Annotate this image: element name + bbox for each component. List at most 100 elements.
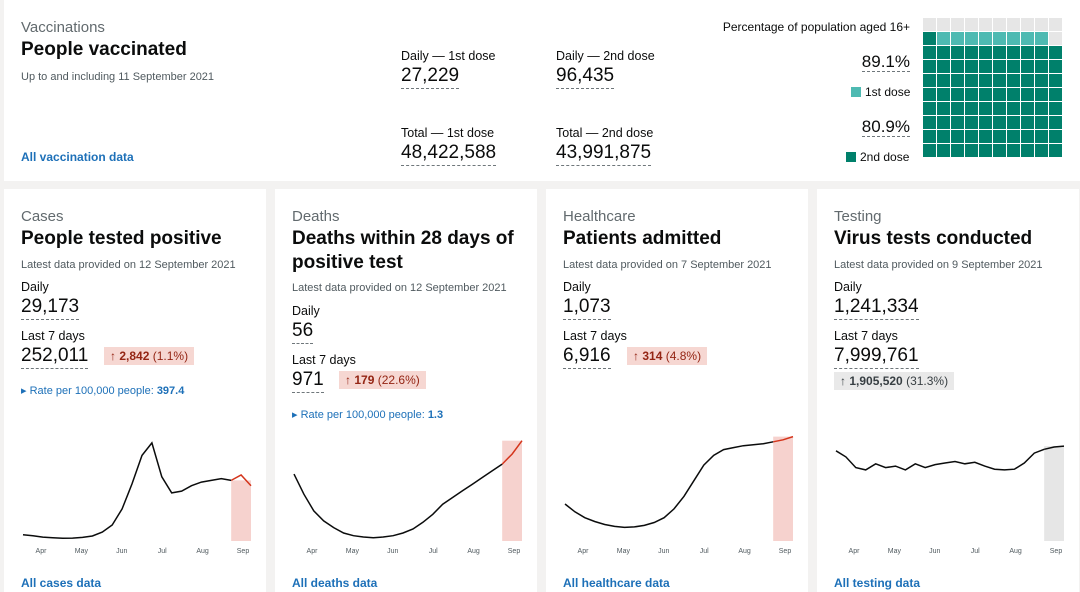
cases-change-pct: (1.1%) bbox=[152, 349, 189, 363]
month-tick-label: May bbox=[617, 548, 631, 555]
waffle-cell-second bbox=[1007, 116, 1020, 129]
waffle-cell-second bbox=[979, 116, 992, 129]
legend-second-dose-label: 2nd dose bbox=[860, 150, 910, 164]
healthcare-week-value[interactable]: 6,916 bbox=[563, 345, 611, 369]
total-second-dose-value[interactable]: 43,991,875 bbox=[556, 142, 652, 166]
waffle-cell-second bbox=[1035, 60, 1048, 73]
waffle-cell-second bbox=[1049, 60, 1062, 73]
recent-period-bar bbox=[231, 480, 251, 541]
waffle-cell-second bbox=[1007, 144, 1020, 157]
all-testing-data-link[interactable]: All testing data bbox=[834, 576, 921, 590]
testing-change-badge: ↑ 1,905,520 (31.3%) bbox=[834, 372, 955, 390]
cases-week-value[interactable]: 252,011 bbox=[21, 345, 89, 369]
deaths-caption: Deaths bbox=[292, 208, 340, 225]
waffle-cell-empty bbox=[965, 18, 978, 31]
recent-series-line bbox=[773, 435, 794, 443]
arrow-up-icon: ↑ bbox=[345, 373, 351, 387]
deaths-chart: Apr May Jun Jul Aug Sep bbox=[293, 440, 523, 555]
waffle-cell-second bbox=[979, 74, 992, 87]
deaths-date: Latest data provided on 12 September 202… bbox=[292, 282, 507, 294]
waffle-cell-second bbox=[979, 144, 992, 157]
cases-title: People tested positive bbox=[21, 228, 222, 249]
testing-date: Latest data provided on 9 September 2021 bbox=[834, 259, 1043, 271]
testing-week-value[interactable]: 7,999,761 bbox=[834, 345, 919, 369]
month-tick-label: Jul bbox=[700, 548, 709, 555]
percentage-second-dose[interactable]: 80.9% bbox=[844, 117, 910, 137]
testing-daily-label: Daily bbox=[834, 280, 862, 294]
month-tick-label: Sep bbox=[1050, 548, 1063, 555]
deaths-week-value[interactable]: 971 bbox=[292, 369, 324, 393]
healthcare-change-badge: ↑ 314 (4.8%) bbox=[627, 347, 708, 365]
all-vaccination-data-link[interactable]: All vaccination data bbox=[21, 150, 134, 164]
testing-change-value: 1,905,520 bbox=[849, 374, 903, 388]
waffle-cell-empty bbox=[937, 18, 950, 31]
waffle-cell-second bbox=[979, 88, 992, 101]
series-line bbox=[293, 463, 503, 539]
deaths-change-pct: (22.6%) bbox=[377, 373, 420, 387]
series-line bbox=[835, 448, 1045, 471]
waffle-cell-empty bbox=[979, 18, 992, 31]
arrow-up-icon: ↑ bbox=[110, 349, 116, 363]
waffle-cell-second bbox=[965, 102, 978, 115]
waffle-cell-second bbox=[923, 60, 936, 73]
month-tick-label: Jul bbox=[158, 548, 167, 555]
waffle-cell-second bbox=[993, 88, 1006, 101]
month-tick-label: Jun bbox=[387, 548, 398, 555]
legend-first-dose-label: 1st dose bbox=[865, 85, 911, 99]
daily-first-dose-label: Daily — 1st dose bbox=[401, 49, 496, 63]
healthcare-daily-value[interactable]: 1,073 bbox=[563, 296, 611, 320]
waffle-cell-second bbox=[1021, 46, 1034, 59]
daily-first-dose-value[interactable]: 27,229 bbox=[401, 65, 460, 89]
legend-first-dose: 1st dose bbox=[851, 85, 910, 99]
waffle-cell-second bbox=[951, 130, 964, 143]
healthcare-title: Patients admitted bbox=[563, 228, 722, 249]
waffle-cell-second bbox=[937, 60, 950, 73]
waffle-cell-second bbox=[1007, 46, 1020, 59]
daily-second-dose-value[interactable]: 96,435 bbox=[556, 65, 615, 89]
testing-week-label: Last 7 days bbox=[834, 329, 898, 343]
waffle-cell-second bbox=[979, 60, 992, 73]
recent-period-bar bbox=[1044, 446, 1064, 541]
vaccination-waffle-chart bbox=[923, 18, 1065, 160]
waffle-cell-second bbox=[965, 46, 978, 59]
waffle-cell-second bbox=[993, 102, 1006, 115]
legend-second-dose: 2nd dose bbox=[846, 150, 909, 164]
total-second-dose: Total — 2nd dose 43,991,875 bbox=[556, 126, 653, 166]
all-cases-data-link[interactable]: All cases data bbox=[21, 576, 102, 590]
waffle-cell-first bbox=[965, 32, 978, 45]
waffle-cell-second bbox=[993, 144, 1006, 157]
all-healthcare-data-link[interactable]: All healthcare data bbox=[563, 576, 670, 590]
deaths-rate-toggle[interactable]: ▸ Rate per 100,000 people: 1.3 bbox=[292, 408, 443, 421]
waffle-cell-second bbox=[937, 144, 950, 157]
deaths-daily-value[interactable]: 56 bbox=[292, 320, 314, 344]
cases-rate-toggle[interactable]: ▸ Rate per 100,000 people: 397.4 bbox=[21, 384, 184, 397]
waffle-cell-empty bbox=[1035, 18, 1048, 31]
testing-title: Virus tests conducted bbox=[834, 228, 1033, 249]
deaths-daily-label: Daily bbox=[292, 304, 320, 318]
percentage-first-dose[interactable]: 89.1% bbox=[844, 52, 910, 72]
waffle-cell-first bbox=[937, 32, 950, 45]
waffle-cell-second bbox=[1021, 130, 1034, 143]
total-first-dose-value[interactable]: 48,422,588 bbox=[401, 142, 497, 166]
waffle-cell-second bbox=[1049, 116, 1062, 129]
month-tick-label: Sep bbox=[237, 548, 250, 555]
waffle-cell-second bbox=[1035, 130, 1048, 143]
waffle-cell-second bbox=[1035, 144, 1048, 157]
cases-rate-label: Rate per 100,000 people: bbox=[29, 385, 154, 397]
waffle-cell-second bbox=[965, 144, 978, 157]
healthcare-date: Latest data provided on 7 September 2021 bbox=[563, 259, 772, 271]
all-deaths-data-link[interactable]: All deaths data bbox=[292, 576, 378, 590]
testing-card: Testing Virus tests conducted Latest dat… bbox=[817, 189, 1079, 592]
series-line bbox=[564, 441, 774, 529]
daily-second-dose-label: Daily — 2nd dose bbox=[556, 49, 655, 63]
arrow-up-icon: ↑ bbox=[633, 349, 639, 363]
waffle-cell-second bbox=[951, 102, 964, 115]
waffle-cell-second bbox=[1049, 102, 1062, 115]
waffle-cell-first bbox=[993, 32, 1006, 45]
waffle-cell-second bbox=[965, 74, 978, 87]
waffle-cell-second bbox=[951, 74, 964, 87]
waffle-cell-second bbox=[1007, 88, 1020, 101]
percentage-first-dose-value: 89.1% bbox=[861, 52, 910, 72]
cases-daily-value[interactable]: 29,173 bbox=[21, 296, 80, 320]
testing-daily-value[interactable]: 1,241,334 bbox=[834, 296, 919, 320]
